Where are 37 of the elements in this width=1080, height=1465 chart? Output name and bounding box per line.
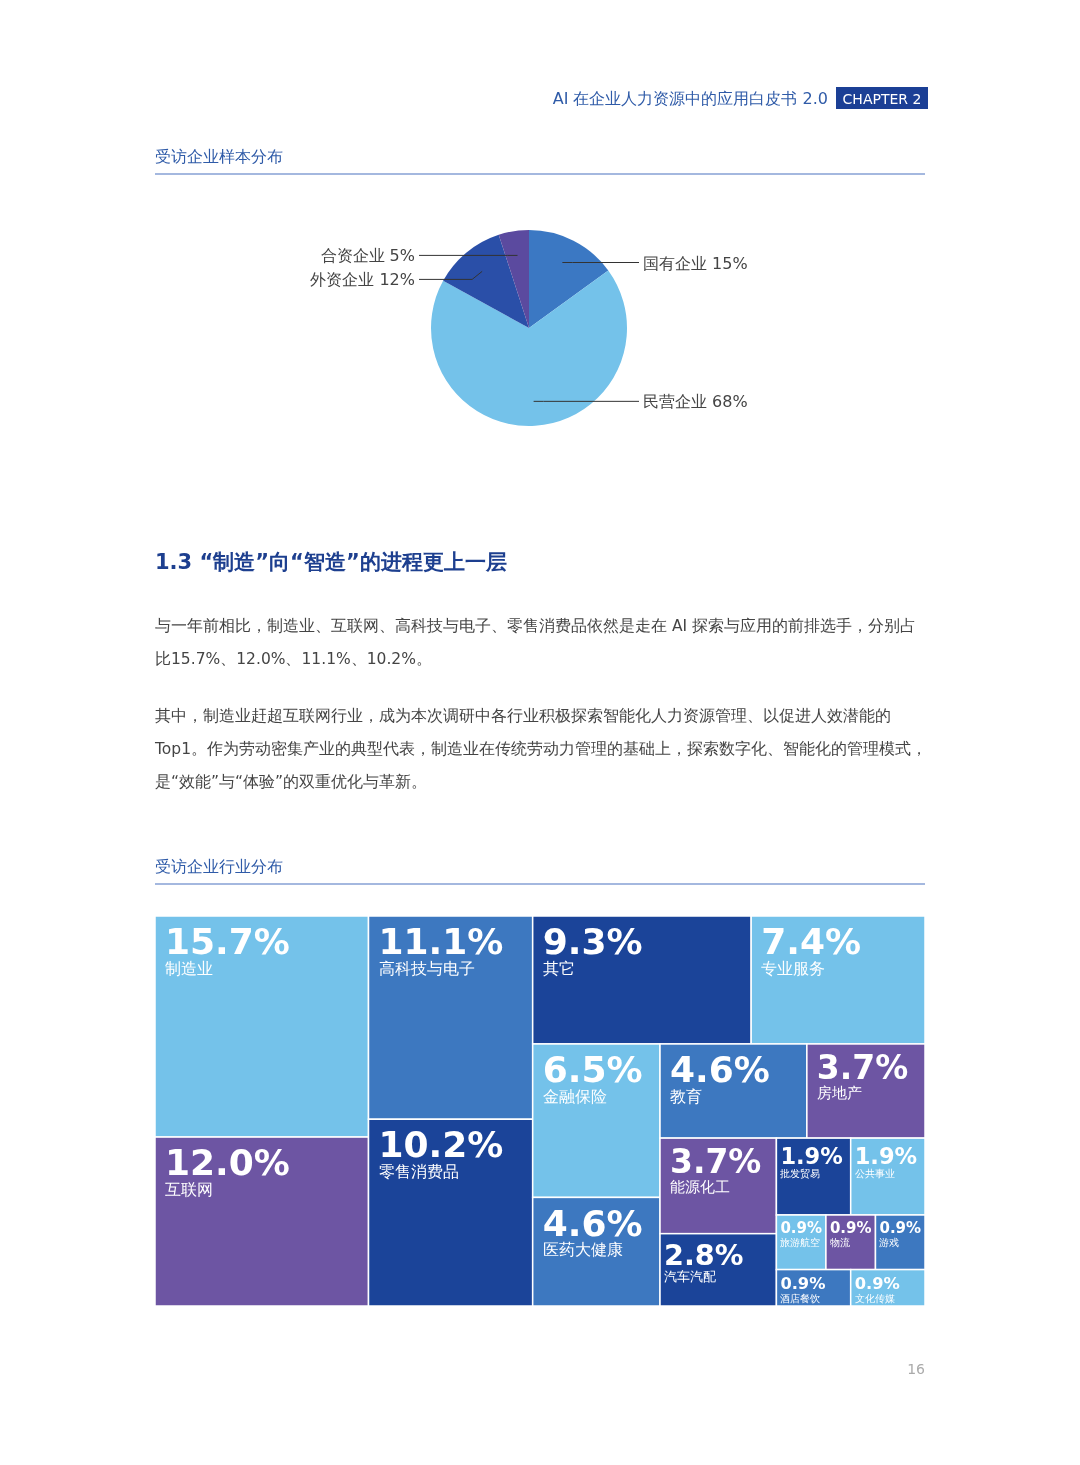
text: 与一年前相比，制造业、互联网、高科技与电子、零售消费品依然是走在 AI 探索与应用的前排选手，分别占比15.7%、12.0%、11.1%、10.2%。 [155,616,918,670]
text: 16 [907,1361,926,1377]
category-label: 旅游航空 [780,1237,821,1249]
data-label: 1.9% [854,1142,918,1169]
data-label: 1.9% [780,1142,843,1169]
category-label: 物流 [829,1237,850,1249]
data-label: 0.9% [829,1219,872,1238]
category-label: 制造业 [165,959,213,979]
text: 受访企业行业分布 [155,857,283,876]
category-label: 金融保险 [542,1086,607,1106]
text: AI 在企业人力资源中的应用白皮书 2.0 [552,89,828,108]
category-label: 汽车汽配 [664,1269,717,1285]
slice-label: 民营企业 68% [643,392,748,412]
text: 1.3 “制造”向“智造”的进程更上一层 [155,549,507,576]
category-label: 酒店餐饮 [780,1293,821,1305]
category-label: 文化传媒 [854,1293,895,1305]
data-label: 0.9% [780,1219,822,1238]
category-label: 能源化工 [670,1177,731,1195]
text: CHAPTER 2 [842,91,922,107]
pie-slice [431,270,627,426]
chart-title: 受访企业样本分布 [155,147,283,166]
pie-slice [529,230,609,328]
category-label: 批发贸易 [780,1167,821,1179]
category-label: 公共事业 [854,1167,895,1179]
category-label: 互联网 [165,1180,213,1200]
category-label: 专业服务 [761,959,826,979]
slice-label: 合资企业 5% [320,246,415,266]
data-label: 0.9% [780,1274,826,1294]
text: 其中，制造业赶超互联网行业，成为本次调研中各行业积极探索智能化人力资源管理、以促进人效潜能的Top1。作为劳动密集产业的典型代表，制造业在传统劳动力管理的基础上，探索数字化、智能化的管理模式，是“效能”与“体验”的双重优化与革新。 [155,706,929,793]
pie-slice [443,234,529,328]
slice-label: 外资企业 12% [310,270,415,290]
data-label: 0.9% [879,1219,922,1238]
category-label: 游戏 [879,1237,900,1249]
pie-slice [498,230,529,328]
slice-label: 国有企业 15% [643,253,748,273]
category-label: 零售消费品 [378,1162,459,1182]
data-label: 0.9% [854,1274,900,1294]
